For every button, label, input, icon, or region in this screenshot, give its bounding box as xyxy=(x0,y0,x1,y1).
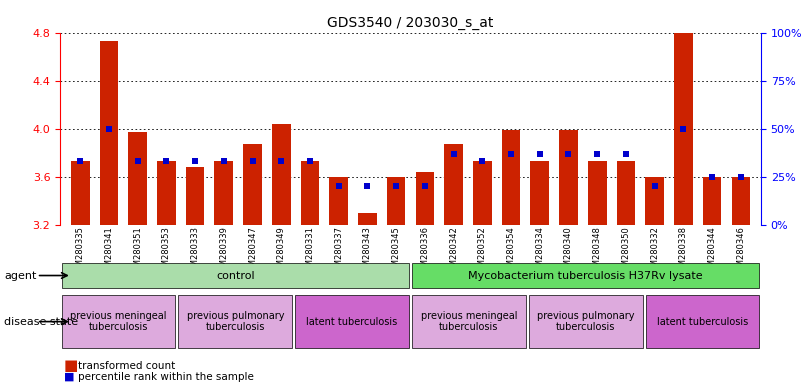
Text: transformed count: transformed count xyxy=(78,361,175,371)
Bar xyxy=(300,161,320,225)
Bar xyxy=(179,295,292,348)
Text: disease state: disease state xyxy=(4,316,78,327)
Point xyxy=(103,126,115,132)
Text: previous meningeal
tuberculosis: previous meningeal tuberculosis xyxy=(421,311,517,333)
Point xyxy=(505,151,517,157)
Text: previous pulmonary
tuberculosis: previous pulmonary tuberculosis xyxy=(187,311,284,333)
Point xyxy=(562,151,575,157)
Point xyxy=(217,158,230,164)
Bar xyxy=(412,295,526,348)
Bar xyxy=(186,167,204,225)
Point xyxy=(275,158,288,164)
Point xyxy=(418,183,431,189)
Bar xyxy=(674,33,693,225)
Point xyxy=(677,126,690,132)
Point xyxy=(706,174,718,180)
Point xyxy=(189,158,202,164)
Bar xyxy=(445,144,463,225)
Text: ■: ■ xyxy=(64,372,74,382)
Text: agent: agent xyxy=(4,270,36,281)
Bar xyxy=(473,161,492,225)
Text: Mycobacterium tuberculosis H37Rv lysate: Mycobacterium tuberculosis H37Rv lysate xyxy=(469,270,703,281)
Bar xyxy=(62,263,409,288)
Point xyxy=(361,183,374,189)
Bar xyxy=(588,161,606,225)
Point xyxy=(648,183,661,189)
Bar xyxy=(244,144,262,225)
Bar xyxy=(62,295,175,348)
Bar xyxy=(702,177,722,225)
Point xyxy=(160,158,173,164)
Point xyxy=(476,158,489,164)
Bar xyxy=(99,41,119,225)
Text: ■: ■ xyxy=(64,358,78,373)
Point xyxy=(246,158,259,164)
Bar xyxy=(358,213,376,225)
Point xyxy=(619,151,632,157)
Bar xyxy=(157,161,175,225)
Bar xyxy=(529,295,642,348)
Point xyxy=(74,158,87,164)
Bar xyxy=(646,295,759,348)
Bar xyxy=(412,263,759,288)
Text: previous pulmonary
tuberculosis: previous pulmonary tuberculosis xyxy=(537,311,634,333)
Point xyxy=(735,174,747,180)
Point xyxy=(304,158,316,164)
Point xyxy=(447,151,460,157)
Point xyxy=(131,158,144,164)
Bar xyxy=(646,177,664,225)
Bar xyxy=(70,161,90,225)
Point xyxy=(332,183,345,189)
Text: control: control xyxy=(216,270,255,281)
Text: previous meningeal
tuberculosis: previous meningeal tuberculosis xyxy=(70,311,167,333)
Bar xyxy=(329,177,348,225)
Bar xyxy=(416,172,434,225)
Bar xyxy=(387,177,405,225)
Bar xyxy=(295,295,409,348)
Bar xyxy=(559,130,578,225)
Bar xyxy=(272,124,291,225)
Bar xyxy=(501,130,521,225)
Text: latent tuberculosis: latent tuberculosis xyxy=(307,316,398,327)
Text: percentile rank within the sample: percentile rank within the sample xyxy=(78,372,255,382)
Title: GDS3540 / 203030_s_at: GDS3540 / 203030_s_at xyxy=(328,16,493,30)
Point xyxy=(390,183,403,189)
Bar xyxy=(617,161,635,225)
Point xyxy=(591,151,604,157)
Bar xyxy=(215,161,233,225)
Bar xyxy=(731,177,751,225)
Bar xyxy=(128,132,147,225)
Point xyxy=(533,151,546,157)
Bar xyxy=(530,161,549,225)
Text: latent tuberculosis: latent tuberculosis xyxy=(657,316,748,327)
